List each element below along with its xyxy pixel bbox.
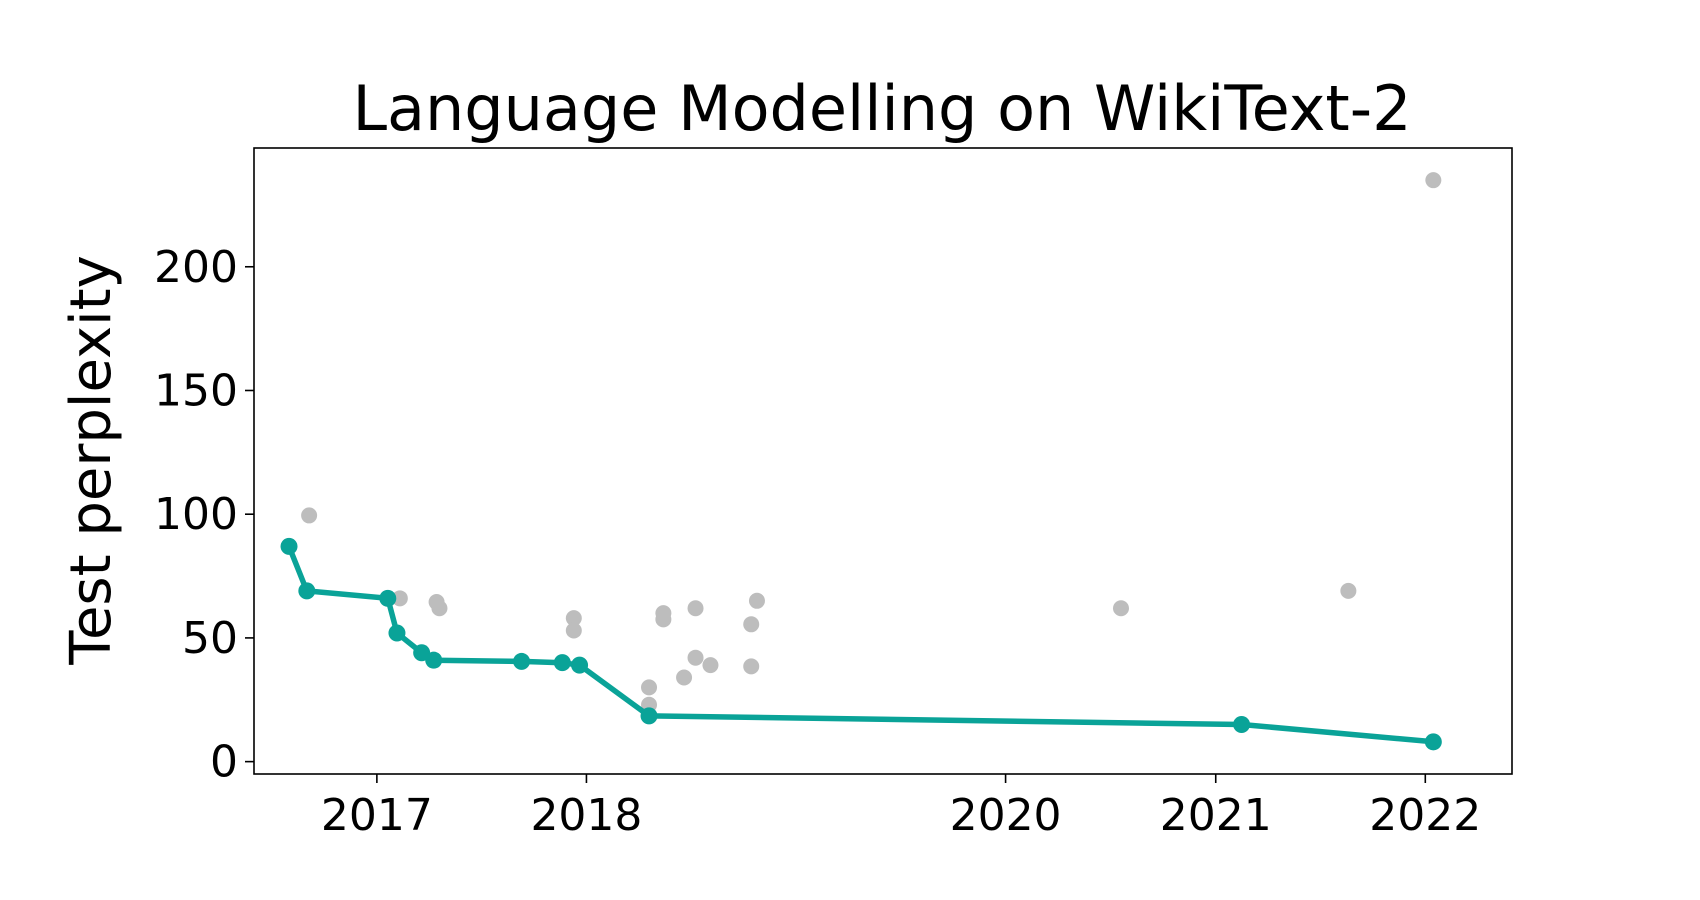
frontier-point [571, 656, 589, 674]
frontier-point [425, 651, 443, 669]
chart-title: Language Modelling on WikiText-2 [352, 72, 1411, 145]
other-result-point [676, 669, 693, 686]
other-result-point [655, 611, 672, 628]
axes-frame [253, 147, 1513, 775]
frontier-point [553, 654, 571, 672]
x-axis: 2017 2018 2020 2021 2022 [321, 774, 1481, 841]
other-result-point [301, 507, 318, 524]
other-result-point [743, 658, 760, 675]
other-result-point [702, 657, 719, 674]
frontier-point [379, 589, 397, 607]
y-tick-label: 0 [210, 737, 238, 788]
other-result-point [641, 679, 658, 696]
y-tick-label: 200 [154, 242, 238, 293]
other-result-point [431, 600, 448, 617]
other-result-point [1112, 600, 1129, 617]
frontier-point [1424, 733, 1442, 751]
y-axis: 0 50 100 150 200 [154, 242, 254, 788]
other-result-point [687, 649, 704, 666]
frontier-point [640, 707, 658, 725]
series-layer [280, 172, 1442, 751]
other-result-point [565, 610, 582, 627]
frontier-point [298, 582, 316, 600]
y-tick-label: 150 [154, 365, 238, 416]
other-result-point [565, 622, 582, 639]
other-result-point [391, 590, 408, 607]
other-result-point [743, 616, 760, 633]
frontier-point [1233, 716, 1251, 734]
y-tick-label: 50 [182, 613, 238, 664]
x-tick-label: 2020 [950, 790, 1062, 841]
x-tick-label: 2017 [321, 790, 433, 841]
plot-area [280, 172, 1442, 751]
other-result-point [687, 600, 704, 617]
x-tick-label: 2021 [1160, 790, 1272, 841]
frontier-point [388, 624, 406, 642]
x-tick-label: 2018 [530, 790, 642, 841]
frontier-line [286, 543, 1437, 745]
x-tick-label: 2022 [1369, 790, 1481, 841]
y-tick-label: 100 [154, 489, 238, 540]
other-result-point [748, 592, 765, 609]
frontier-point [280, 537, 298, 555]
other-result-point [1340, 582, 1357, 599]
frontier-point [513, 652, 531, 670]
other-result-point [1425, 172, 1442, 189]
y-axis-label: Test perplexity [59, 255, 124, 665]
